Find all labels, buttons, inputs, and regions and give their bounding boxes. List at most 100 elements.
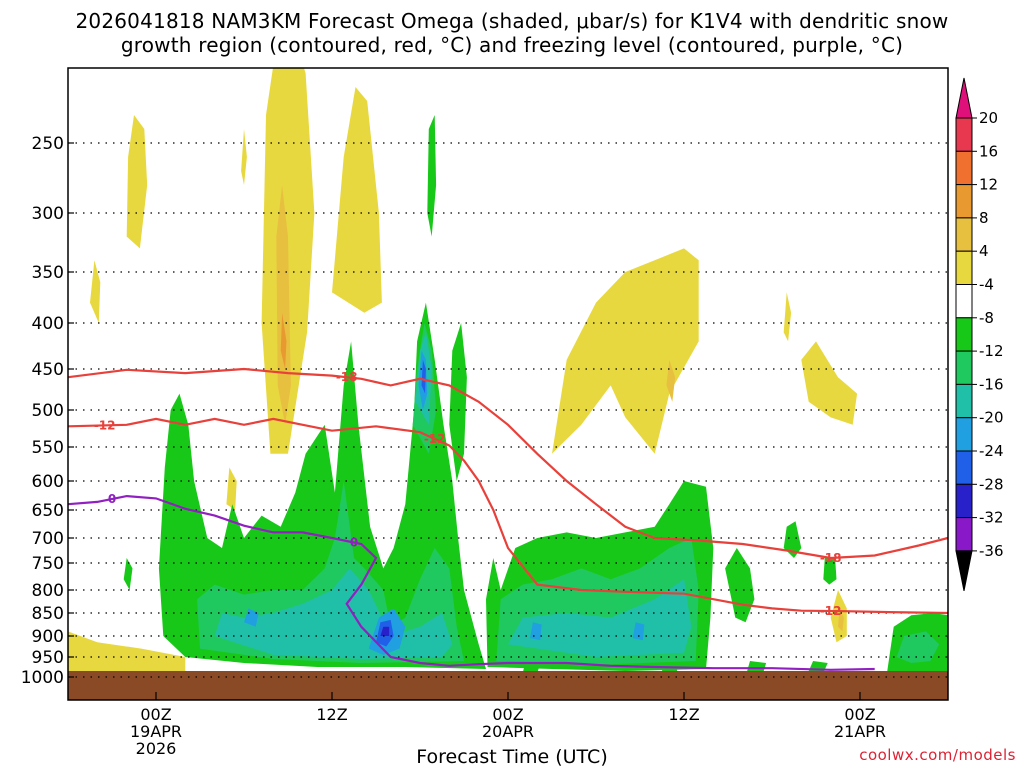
omega-pos-4-band-e: [241, 129, 247, 185]
colorbar-swatch: [955, 317, 973, 352]
y-tick-label-350: 350: [32, 263, 64, 283]
y-tick-label-850: 850: [32, 604, 64, 624]
contour-label: 0: [108, 492, 116, 506]
omega-pos-4-band-d: [90, 260, 101, 323]
omega-neg-4-band-main-a: [158, 302, 486, 669]
x-tick-label: 12Z: [316, 705, 347, 724]
omega-neg-4-band-f: [725, 548, 755, 623]
colorbar-swatch: [955, 417, 973, 452]
omega-pos-4-band-j: [830, 590, 847, 643]
y-tick-label-650: 650: [32, 501, 64, 521]
omega-neg-16-band-c: [530, 622, 542, 641]
chart-title-line2: growth region (contoured, red, °C) and f…: [120, 33, 904, 57]
contour-label: 0: [350, 536, 358, 550]
colorbar-label: -8: [979, 309, 994, 327]
omega-neg-12-band-b: [508, 579, 692, 657]
y-axis: 250 300 350 400 450 500 550 600 650 700 750 800 850 9…: [21, 134, 74, 688]
colorbar-swatch: [955, 383, 973, 419]
x-tick-label: 12Z: [668, 705, 699, 724]
contour-label: -12: [94, 418, 116, 432]
x-tick-date: 19APR: [130, 722, 182, 741]
colorbar-label: 20: [979, 109, 998, 127]
colorbar-swatch: [955, 184, 973, 219]
omega-neg-4-band-l: [747, 661, 767, 673]
omega-pos-4-band-i: [783, 292, 792, 342]
omega-pos-8-core-b: [666, 359, 676, 402]
omega-neg-4-band-g: [783, 521, 802, 558]
colorbar-top-arrow: [955, 77, 973, 119]
colorbar-label: -32: [979, 509, 1004, 527]
contour-isotherm-m18: [68, 367, 948, 560]
y-tick-label-450: 450: [32, 360, 64, 380]
colorbar-bottom-arrow: [955, 550, 973, 591]
omega-neg-20-core-b: [421, 359, 426, 394]
y-tick-label-550: 550: [32, 438, 64, 458]
omega-pos-4-band-a: [332, 87, 382, 313]
omega-pos-4-band-c: [126, 115, 148, 249]
y-tick-label-400: 400: [32, 314, 64, 334]
y-tick-label-950: 950: [32, 648, 64, 668]
omega-pos-8-core-c: [838, 608, 844, 632]
omega-neg-4-band-j: [123, 558, 133, 590]
y-tick-label-750: 750: [32, 554, 64, 574]
x-tick-label: 00Z: [844, 705, 875, 724]
colorbar-swatch: [955, 217, 973, 252]
colorbar-swatch: [955, 450, 973, 485]
y-tick-label-300: 300: [32, 204, 64, 224]
colorbar-label: 4: [979, 242, 989, 260]
colorbar-label: -28: [979, 475, 1004, 493]
credit-link[interactable]: coolwx.com/models: [859, 746, 1016, 764]
y-tick-label-1000: 1000: [21, 668, 64, 688]
contour-label: -18: [336, 370, 358, 384]
colorbar-label: -12: [979, 342, 1004, 360]
omega-pos-4-band-f: [552, 248, 699, 454]
contour-label: -12: [820, 604, 842, 618]
colorbar-swatch: [955, 117, 973, 152]
x-tick-date: 20APR: [482, 722, 534, 741]
contour-label: -12: [424, 432, 446, 446]
y-tick-label-700: 700: [32, 529, 64, 549]
colorbar-label: 12: [979, 176, 998, 194]
x-tick-date: 21APR: [834, 722, 886, 741]
colorbar-label: -36: [979, 542, 1004, 560]
contour-isotherm-m12: [68, 417, 948, 615]
colorbar-label: -24: [979, 442, 1004, 460]
colorbar-swatch: [955, 517, 973, 552]
x-tick-label: 00Z: [492, 705, 523, 724]
x-tick-label: 00Z: [140, 705, 171, 724]
chart-title-line1: 2026041818 NAM3KM Forecast Omega (shaded…: [75, 9, 949, 33]
contour-label: -18: [820, 551, 842, 565]
colorbar-swatch: [955, 284, 973, 319]
colorbar-label: -20: [979, 409, 1004, 427]
colorbar-swatch: [955, 350, 973, 385]
omega-neg-8-band-d: [896, 631, 940, 663]
omega-pos-4-band-g: [68, 631, 186, 677]
colorbar-label: 16: [979, 142, 998, 160]
omega-neg-16-band-d: [632, 622, 645, 641]
colorbar-label: -4: [979, 276, 994, 294]
x-axis-title: Forecast Time (UTC): [416, 746, 608, 768]
x-tick-year: 2026: [136, 739, 177, 758]
y-tick-label-800: 800: [32, 581, 64, 601]
colorbar-label: -16: [979, 375, 1004, 393]
y-tick-label-500: 500: [32, 401, 64, 421]
omega-pos-12-core-a: [280, 312, 287, 369]
y-tick-label-600: 600: [32, 472, 64, 492]
colorbar-swatch: [955, 483, 973, 519]
omega-neg-16-band-e: [244, 608, 259, 627]
colorbar: 20 16 12 8 4 -4 -8 -12 -16 -20 -24 -28 -32 -36: [955, 77, 1004, 591]
omega-pos-8-core-a: [276, 185, 291, 425]
omega-neg-4-band-d: [427, 115, 437, 237]
omega-neg-24-core-a: [380, 626, 390, 636]
y-tick-label-250: 250: [32, 134, 64, 154]
omega-neg-4-band-h: [823, 558, 837, 585]
omega-pos-4-band-h: [801, 341, 858, 425]
colorbar-label: 8: [979, 209, 989, 227]
colorbar-swatch: [955, 150, 973, 186]
colorbar-swatch: [955, 250, 973, 285]
omega-pos-4-band-l: [226, 467, 237, 510]
contour-freezing-level: [68, 494, 875, 671]
